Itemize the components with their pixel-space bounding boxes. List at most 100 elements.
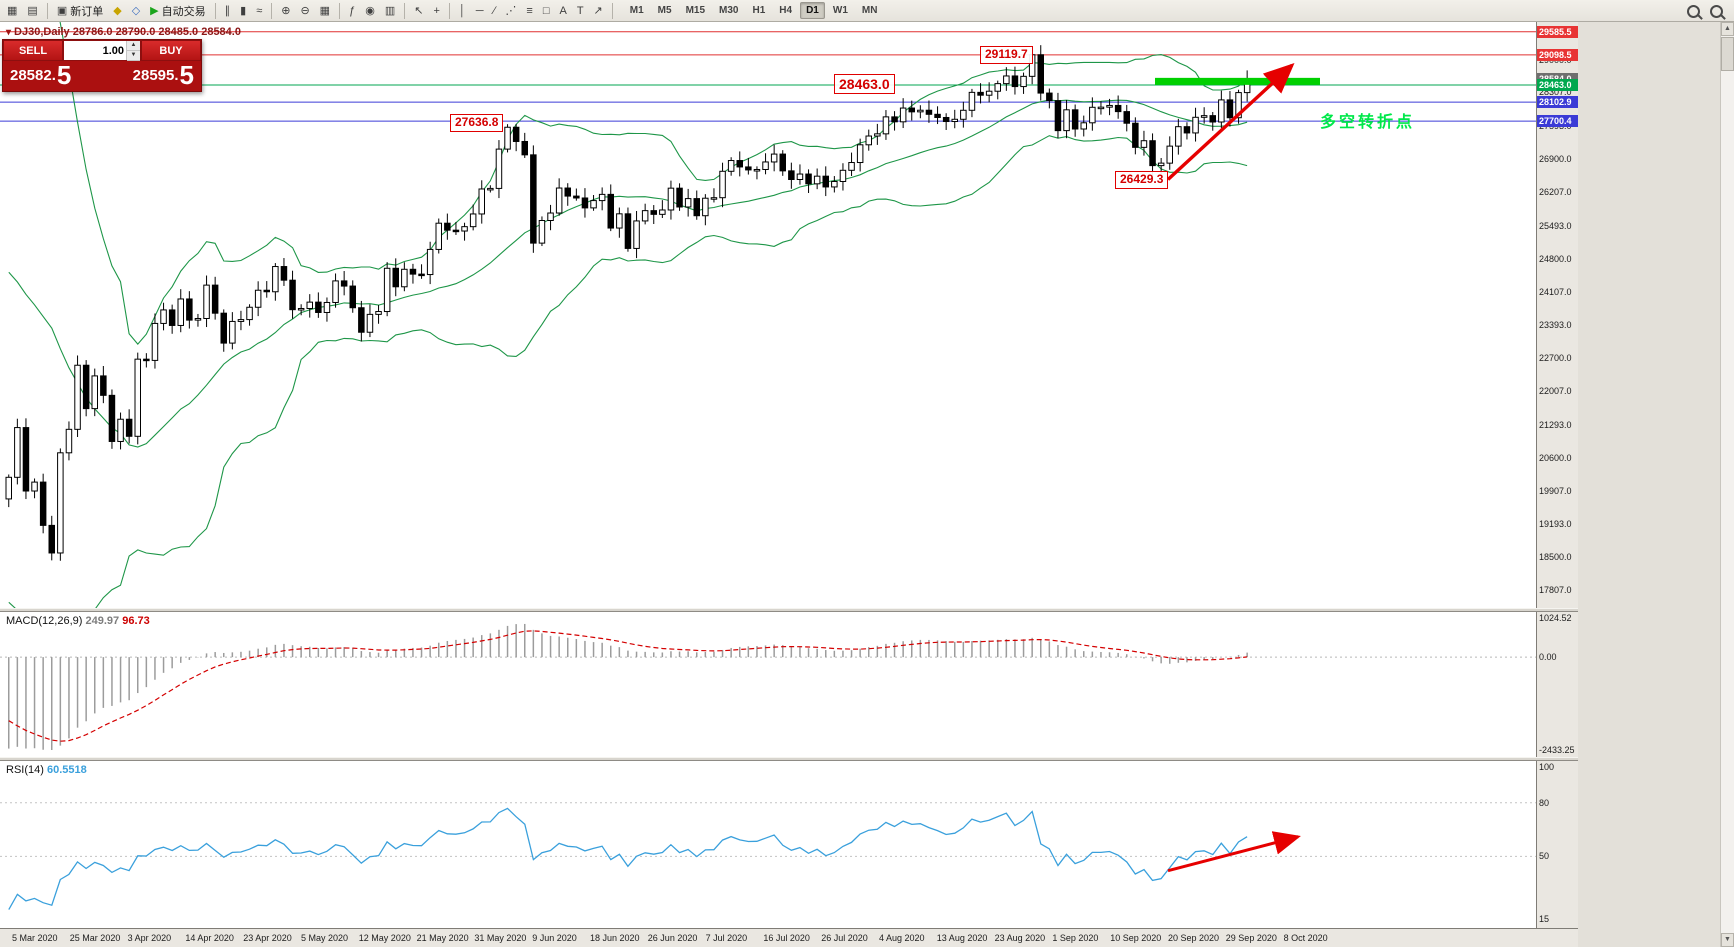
price-annotation[interactable]: 28463.0 [834, 74, 895, 95]
text-icon[interactable]: A [555, 1, 570, 21]
timeframe-d1[interactable]: D1 [800, 2, 825, 19]
price-axis-label: 17807.0 [1539, 585, 1572, 596]
date-label: 7 Jul 2020 [705, 933, 748, 943]
buy-button[interactable]: BUY [141, 40, 201, 61]
label-icon[interactable]: T [573, 1, 588, 21]
one-click-collapse-icon[interactable]: ▾ [6, 27, 12, 38]
date-label: 20 Sep 2020 [1168, 933, 1220, 943]
vertical-line-icon[interactable]: │ [455, 1, 470, 21]
panel-separator[interactable] [0, 757, 1578, 761]
toolbar-separator [214, 2, 216, 19]
templates-icon[interactable]: ▥ [381, 1, 399, 21]
price-annotation[interactable]: 29119.7 [980, 46, 1033, 64]
price-tag: 29585.5 [1537, 25, 1578, 38]
auto-trading-button[interactable]: ▶ 自动交易 [146, 1, 209, 21]
zoom-out-icon[interactable]: ⊖ [296, 1, 313, 21]
indicators-icon[interactable]: ƒ [345, 1, 359, 21]
panel-separator[interactable] [0, 608, 1578, 612]
scrollbar-thumb[interactable] [1721, 37, 1734, 71]
symbols-icon[interactable]: ◆ [109, 1, 125, 21]
date-label: 3 Apr 2020 [127, 933, 172, 943]
horizontal-line-icon[interactable]: ─ [472, 1, 488, 21]
bar-chart-icon[interactable]: ∥ [221, 1, 235, 21]
one-click-trading-panel: SELL ▲ ▼ BUY 28582.5 28595 [2, 39, 202, 92]
price-chart-panel[interactable]: ▾ DJ30,Daily 28786.0 28790.0 28485.0 2858… [0, 0, 1536, 677]
vertical-scrollbar[interactable]: ▲ ▼ [1720, 22, 1734, 947]
timeframe-w1[interactable]: W1 [832, 5, 848, 16]
timeframe-h1[interactable]: H1 [752, 5, 766, 16]
time-axis: 5 Mar 2020 25 Mar 2020 3 Apr 2020 14 Apr 20… [0, 928, 1578, 947]
profiles-icon[interactable]: ▤ [23, 1, 41, 21]
new-chart-icon[interactable]: ▦ [3, 1, 21, 21]
date-label: 8 Oct 2020 [1283, 933, 1328, 943]
arrows-icon[interactable]: ↗ [590, 1, 607, 21]
sell-button[interactable]: SELL [3, 40, 63, 61]
channel-icon: ⋰ [505, 4, 517, 17]
timeframe-m15[interactable]: M15 [685, 5, 706, 16]
price-annotation[interactable]: 27636.8 [450, 114, 504, 132]
date-label: 14 Apr 2020 [185, 933, 234, 943]
timeframe-h4[interactable]: H4 [779, 5, 793, 16]
symbol-period-label: DJ30,Daily [14, 26, 70, 38]
zoom-out-icon: ⊖ [300, 4, 310, 17]
candlestick-icon[interactable]: ▮ [236, 1, 250, 21]
price-tag: 28463.0 [1537, 79, 1578, 91]
periods-icon: ◉ [365, 4, 375, 17]
date-label: 23 Aug 2020 [994, 933, 1046, 943]
zoom-in-icon[interactable]: ⊕ [277, 1, 294, 21]
resistance-zone-bar[interactable] [1155, 77, 1320, 85]
cursor-icon[interactable]: ↖ [410, 1, 427, 21]
date-label: 21 May 2020 [416, 933, 469, 943]
scroll-up-button[interactable]: ▲ [1721, 22, 1734, 36]
rsi-panel[interactable]: RSI(14) 60.5518 [0, 761, 1536, 928]
shapes-icon[interactable]: □ [539, 1, 554, 21]
depth-of-market-icon[interactable]: ◇ [128, 1, 144, 21]
macd-axis-label: 0.00 [1539, 652, 1557, 663]
toolbar-separator [448, 2, 450, 19]
search-symbol-icon[interactable] [1683, 1, 1704, 21]
fibonacci-icon[interactable]: ≡ [522, 1, 536, 21]
trendline-icon: ∕ [493, 4, 496, 17]
new-order-button-label: 新订单 [70, 5, 104, 18]
vertical-line-icon: │ [458, 4, 466, 17]
timeframe-m30[interactable]: M30 [719, 5, 739, 16]
profiles-icon: ▤ [27, 4, 38, 17]
rsi-line [8, 807, 1248, 910]
trend-arrow[interactable] [1166, 62, 1295, 181]
ohlc-values: 28786.0 28790.0 28485.0 28584.0 [72, 26, 241, 38]
macd-canvas[interactable] [0, 612, 1536, 757]
quick-search-icon[interactable] [1706, 1, 1727, 21]
rsi-trend-arrow[interactable] [1167, 831, 1301, 873]
date-label: 9 Jun 2020 [532, 933, 577, 943]
date-label: 29 Sep 2020 [1225, 933, 1277, 943]
price-axis-label: 20600.0 [1539, 452, 1572, 463]
trendline-icon[interactable]: ∕ [490, 1, 500, 21]
price-chart-canvas[interactable] [0, 0, 1536, 677]
rsi-canvas[interactable] [0, 761, 1536, 928]
turning-point-note: 多空转折点 [1320, 114, 1416, 131]
price-axis-label: 26207.0 [1539, 186, 1572, 197]
date-label: 5 Mar 2020 [12, 933, 58, 943]
toolbar-separator [339, 2, 341, 19]
volume-input[interactable] [64, 41, 126, 60]
timeframe-m1[interactable]: M1 [629, 5, 644, 16]
line-chart-icon[interactable]: ≈ [252, 1, 266, 21]
macd-panel[interactable]: MACD(12,26,9) 249.97 96.73 [0, 612, 1536, 757]
scroll-down-button[interactable]: ▼ [1721, 933, 1734, 947]
price-annotation[interactable]: 26429.3 [1115, 171, 1169, 189]
date-label: 1 Sep 2020 [1052, 933, 1099, 943]
periods-icon[interactable]: ◉ [361, 1, 379, 21]
magnifier-icon [1687, 4, 1700, 18]
volume-down-button[interactable]: ▼ [127, 51, 140, 61]
timeframe-mn[interactable]: MN [861, 5, 878, 16]
new-order-button[interactable]: ▣ 新订单 [53, 1, 107, 21]
channel-icon[interactable]: ⋰ [501, 1, 520, 21]
macd-signal-line [8, 630, 1248, 742]
timeframe-m5[interactable]: M5 [657, 5, 672, 16]
toolbar-separator [46, 2, 48, 19]
chart-title: ▾ DJ30,Daily 28786.0 28790.0 28485.0 2858… [6, 26, 241, 38]
crosshair-icon[interactable]: + [429, 1, 443, 21]
volume-up-button[interactable]: ▲ [127, 41, 140, 51]
tile-windows-icon[interactable]: ▦ [316, 1, 334, 21]
volume-field[interactable]: ▲ ▼ [63, 40, 141, 61]
